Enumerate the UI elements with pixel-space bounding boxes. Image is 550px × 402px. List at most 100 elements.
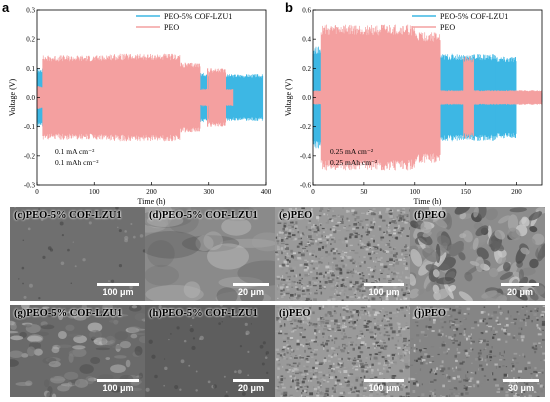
- scale-bar-line: [364, 379, 404, 382]
- y-tick-label: 0.3: [26, 7, 35, 15]
- scale-bar: 20 μm: [233, 379, 269, 393]
- scale-bar-label: 20 μm: [237, 287, 265, 297]
- sem-panel-letter: (e): [279, 210, 291, 221]
- legend-label: PEO: [164, 23, 179, 32]
- sem-tile-caption: (j)PEO: [414, 308, 446, 319]
- y-tick-label: -0.6: [300, 182, 312, 190]
- scale-bar-label: 100 μm: [368, 383, 400, 393]
- sem-tile: (j)PEO 30 μm: [410, 305, 545, 397]
- sem-tile: (i)PEO 100 μm: [275, 305, 410, 397]
- y-tick-label: 0.1: [26, 65, 35, 73]
- sem-sample-name: PEO: [288, 308, 311, 319]
- sem-sample-name: PEO: [424, 210, 447, 221]
- y-tick-label: -0.2: [300, 123, 312, 131]
- series-segment: [473, 90, 542, 105]
- series-peo: [312, 24, 542, 171]
- scale-bar-label: 30 μm: [507, 383, 535, 393]
- scale-bar-label: 20 μm: [506, 287, 534, 297]
- y-axis-label: Voltage (V): [284, 78, 293, 116]
- sem-sample-name: PEO: [290, 210, 313, 221]
- scale-bar-line: [97, 379, 139, 382]
- panel-label: a: [2, 0, 10, 15]
- panel-label: b: [285, 0, 293, 15]
- sem-micrograph: [275, 207, 410, 301]
- series-segment: [439, 90, 464, 105]
- y-tick-label: 0.2: [302, 65, 311, 73]
- series-segment: [179, 62, 201, 133]
- sem-panel-letter: (i): [279, 308, 289, 319]
- sem-tile: (g)PEO-5% COF-LZU1 100 μm: [10, 305, 145, 397]
- legend-label: PEO-5% COF-LZU1: [164, 12, 232, 21]
- x-tick-label: 0: [35, 188, 39, 196]
- sem-sample-name: PEO-5% COF-LZU1: [25, 210, 122, 221]
- sem-panel-letter: (d): [149, 210, 162, 221]
- y-tick-label: 0.4: [302, 36, 311, 44]
- sem-panel-letter: (g): [14, 308, 27, 319]
- scale-bar: 100 μm: [97, 379, 139, 393]
- scale-bar: 100 μm: [364, 283, 404, 297]
- condition-annotation: 0.1 mA cm⁻²: [55, 147, 95, 156]
- scale-bar-label: 20 μm: [237, 383, 265, 393]
- sem-sample-name: PEO-5% COF-LZU1: [26, 308, 123, 319]
- legend-label: PEO-5% COF-LZU1: [440, 12, 508, 21]
- scale-bar: 30 μm: [503, 379, 539, 393]
- scale-bar: 100 μm: [97, 283, 139, 297]
- sem-panel-letter: (c): [14, 210, 26, 221]
- scale-bar-label: 100 μm: [368, 287, 400, 297]
- sem-tile-caption: (g)PEO-5% COF-LZU1: [14, 308, 122, 319]
- sem-sample-name: PEO: [424, 308, 447, 319]
- sem-tile-caption: (h)PEO-5% COF-LZU1: [149, 308, 258, 319]
- sem-tile: (d)PEO-5% COF-LZU1 20 μm: [145, 207, 275, 301]
- condition-annotation: 0.25 mA cm⁻²: [330, 147, 374, 156]
- voltage-chart-b: b 0.6 0.4 0.2 0.0 -0.2 -0.4 -0.60 50 100 150 200 Tim…: [284, 0, 543, 206]
- y-tick-label: 0.0: [302, 94, 311, 102]
- x-tick-label: 400: [261, 188, 272, 196]
- x-tick-label: 50: [360, 188, 368, 196]
- sem-micrograph: [410, 207, 545, 301]
- scale-bar-line: [97, 283, 139, 286]
- y-axis-label: Voltage (V): [8, 78, 17, 116]
- x-axis-label: Time (h): [414, 197, 442, 206]
- scale-bar-line: [503, 379, 539, 382]
- scale-bar-line: [233, 379, 269, 382]
- sem-tile: (c)PEO-5% COF-LZU1 100 μm: [10, 207, 145, 301]
- sem-panel-letter: (j): [414, 308, 425, 319]
- sem-tile: (e)PEO 100 μm: [275, 207, 410, 301]
- x-tick-label: 0: [311, 188, 315, 196]
- voltage-chart-a: a 0.3 0.2 0.1 0.0 -0.1 -0.2 -0.30 100 200 300 400 Ti…: [2, 0, 272, 206]
- sem-tile-caption: (c)PEO-5% COF-LZU1: [14, 210, 122, 221]
- condition-annotation: 0.25 mAh cm⁻²: [330, 158, 378, 167]
- scale-bar-line: [233, 283, 269, 286]
- y-tick-label: -0.2: [24, 152, 36, 160]
- y-tick-label: -0.1: [24, 123, 36, 131]
- y-tick-label: 0.0: [26, 94, 35, 102]
- x-axis-label: Time (h): [138, 197, 166, 206]
- sem-micrograph: [145, 207, 275, 301]
- sem-tile: (h)PEO-5% COF-LZU1 20 μm: [145, 305, 275, 397]
- sem-sample-name: PEO-5% COF-LZU1: [161, 308, 258, 319]
- series-segment: [414, 32, 441, 163]
- sem-tile-caption: (f)PEO: [414, 210, 446, 221]
- series-segment: [225, 88, 234, 107]
- scale-bar: 100 μm: [364, 379, 404, 393]
- sem-tile-caption: (d)PEO-5% COF-LZU1: [149, 210, 258, 221]
- sem-panel-letter: (h): [149, 308, 162, 319]
- x-tick-label: 300: [204, 188, 215, 196]
- y-tick-label: 0.2: [26, 36, 35, 44]
- sem-tile-caption: (i)PEO: [279, 308, 311, 319]
- x-tick-label: 200: [511, 188, 522, 196]
- series-peo: [36, 53, 234, 142]
- x-tick-label: 100: [410, 188, 421, 196]
- scale-bar-label: 100 μm: [102, 383, 134, 393]
- scale-bar-label: 100 μm: [102, 287, 134, 297]
- scale-bar: 20 μm: [233, 283, 269, 297]
- scale-bar-line: [501, 283, 539, 286]
- series-segment: [42, 55, 106, 140]
- y-tick-label: -0.4: [300, 152, 312, 160]
- series-segment: [105, 53, 181, 142]
- y-tick-label: 0.6: [302, 7, 311, 15]
- sem-sample-name: PEO-5% COF-LZU1: [161, 210, 258, 221]
- y-tick-label: -0.3: [24, 182, 36, 190]
- x-tick-label: 200: [146, 188, 157, 196]
